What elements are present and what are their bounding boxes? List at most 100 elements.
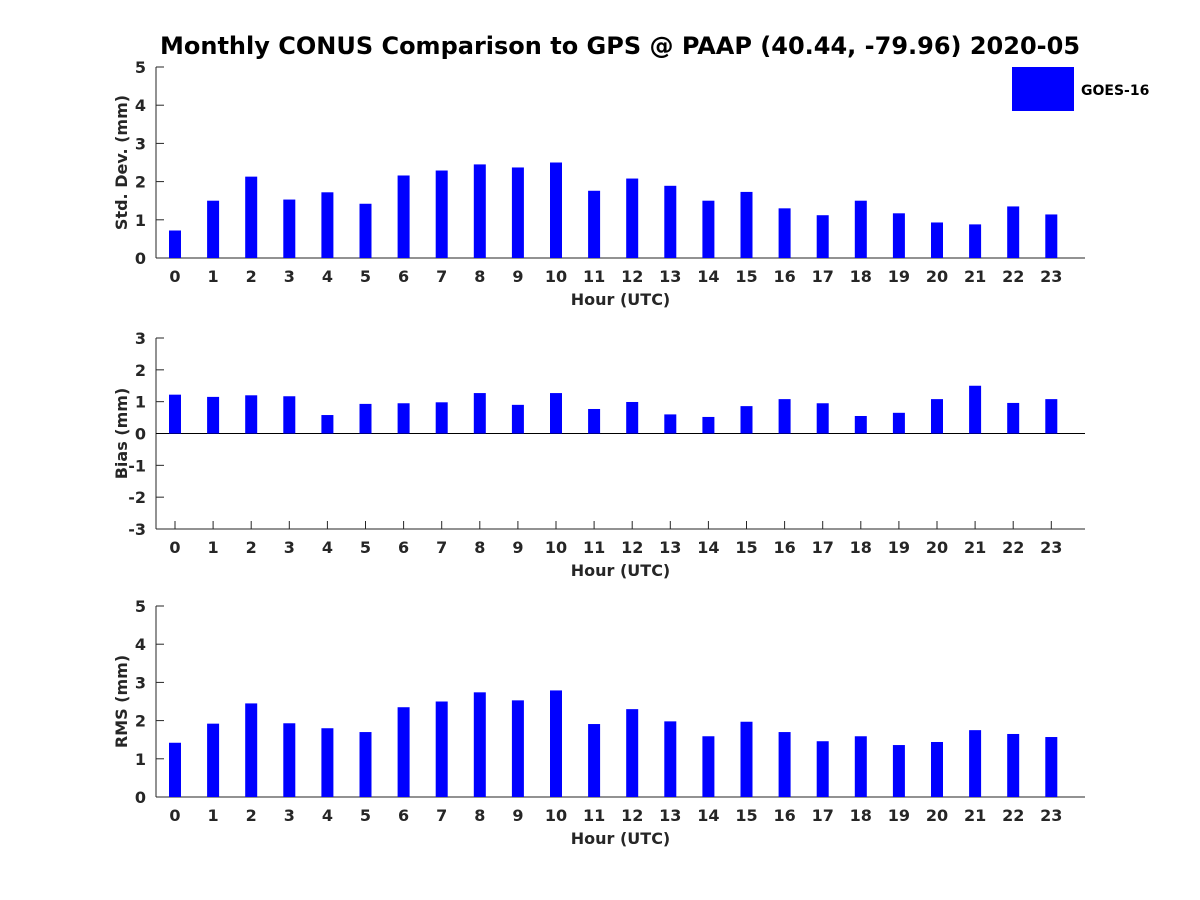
bar (588, 724, 601, 797)
x-tick-label: 4 (322, 538, 333, 557)
bar (931, 222, 943, 258)
x-tick-label: 14 (697, 267, 719, 286)
bar (626, 709, 639, 797)
bar (892, 412, 905, 434)
y-tick-label: -2 (128, 488, 146, 507)
x-tick-label: 17 (812, 806, 834, 825)
bar (969, 385, 982, 434)
bar (702, 200, 715, 258)
x-tick-label: 13 (659, 267, 681, 286)
x-tick-label: 20 (926, 806, 948, 825)
x-tick-label: 20 (926, 267, 948, 286)
y-tick-label: 1 (135, 750, 146, 769)
bar (626, 401, 639, 434)
bar (702, 736, 715, 797)
x-tick-label: 9 (512, 267, 523, 286)
x-tick-label: 5 (360, 806, 371, 825)
bar (207, 396, 220, 434)
x-tick-label: 14 (697, 806, 719, 825)
x-tick-label: 5 (360, 538, 371, 557)
bar (359, 732, 372, 797)
y-tick-label: -1 (128, 456, 146, 475)
x-tick-label: 1 (208, 267, 219, 286)
y-tick-label: 5 (135, 597, 146, 616)
bar (778, 399, 791, 434)
x-tick-label: 11 (583, 806, 605, 825)
bar (1007, 733, 1020, 797)
bar (1045, 399, 1058, 434)
bar (283, 723, 296, 797)
x-tick-label: 20 (926, 538, 948, 557)
bar (892, 213, 905, 258)
x-tick-label: 22 (1002, 267, 1024, 286)
x-tick-label: 9 (512, 538, 523, 557)
bar (245, 395, 258, 434)
x-tick-label: 10 (545, 538, 567, 557)
y-axis-label: Std. Dev. (mm) (112, 95, 131, 230)
bar (397, 707, 410, 797)
bar (664, 414, 677, 434)
x-tick-label: 22 (1002, 538, 1024, 557)
x-tick-label: 19 (888, 806, 910, 825)
bar (550, 393, 562, 434)
y-tick-label: -3 (128, 520, 146, 539)
bar (207, 200, 220, 258)
legend-swatch (1012, 67, 1074, 111)
x-tick-label: 1 (208, 806, 219, 825)
x-tick-label: 12 (621, 806, 643, 825)
bar (169, 230, 181, 258)
x-tick-label: 3 (284, 538, 295, 557)
bar (207, 723, 220, 797)
bar (969, 730, 982, 797)
bar (816, 215, 829, 258)
y-tick-label: 2 (135, 361, 146, 380)
bar (321, 728, 334, 797)
x-axis-label: Hour (UTC) (571, 829, 671, 848)
legend-label: GOES-16 (1081, 83, 1149, 99)
x-tick-label: 23 (1040, 806, 1062, 825)
x-tick-label: 16 (773, 806, 795, 825)
bar (1045, 737, 1058, 797)
x-tick-label: 3 (284, 267, 295, 286)
x-tick-label: 12 (621, 538, 643, 557)
bar (511, 700, 524, 797)
bar (359, 203, 372, 258)
y-tick-label: 4 (135, 635, 146, 654)
x-tick-label: 6 (398, 806, 409, 825)
x-tick-label: 10 (545, 267, 567, 286)
x-tick-label: 5 (360, 267, 371, 286)
x-tick-label: 13 (659, 538, 681, 557)
x-tick-label: 21 (964, 267, 986, 286)
bar (854, 415, 867, 434)
x-tick-label: 2 (246, 806, 257, 825)
y-tick-label: 3 (135, 673, 146, 692)
bar (816, 741, 829, 797)
y-axis-label: Bias (mm) (112, 388, 131, 480)
x-tick-label: 23 (1040, 267, 1062, 286)
y-tick-label: 0 (135, 425, 146, 444)
chart-title: Monthly CONUS Comparison to GPS @ PAAP (… (160, 32, 1080, 60)
bar (664, 721, 677, 797)
bar (321, 192, 334, 258)
bar (511, 167, 524, 258)
bar (588, 190, 601, 258)
x-tick-label: 10 (545, 806, 567, 825)
bar (740, 406, 753, 434)
bar (397, 175, 410, 258)
x-tick-label: 8 (474, 806, 485, 825)
bar (626, 178, 639, 258)
x-tick-label: 18 (850, 806, 872, 825)
x-tick-label: 19 (888, 538, 910, 557)
bar (702, 416, 715, 434)
bar (435, 170, 448, 258)
bar (283, 199, 296, 258)
x-tick-label: 2 (246, 538, 257, 557)
x-tick-label: 18 (850, 267, 872, 286)
bar (473, 393, 486, 434)
x-tick-label: 21 (964, 538, 986, 557)
bar (169, 394, 181, 434)
y-tick-label: 0 (135, 788, 146, 807)
y-tick-label: 1 (135, 393, 146, 412)
